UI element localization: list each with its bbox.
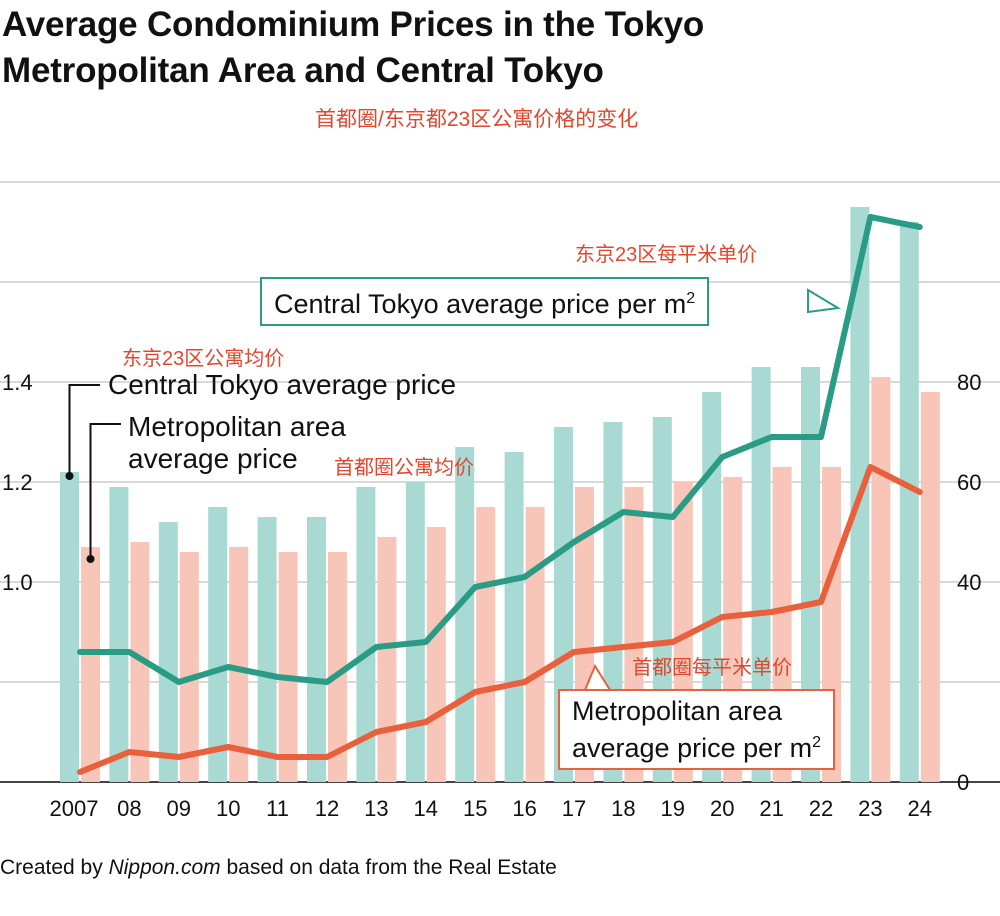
chart-subtitle: 首都圈/东京都23区公寓价格的变化 xyxy=(315,108,639,131)
x-tick-label: 08 xyxy=(117,796,141,821)
bar-central-tokyo-avg xyxy=(158,522,178,782)
label-metro-avg-line-2: average price xyxy=(128,443,298,474)
superscript-2: 2 xyxy=(812,734,822,751)
x-tick-label: 11 xyxy=(266,796,289,821)
chart-title: Average Condominium Prices in the Tokyo … xyxy=(2,2,704,94)
bar-central-tokyo-avg xyxy=(109,487,129,782)
bar-metro-avg xyxy=(476,507,496,782)
callout-pointer-central xyxy=(807,288,841,314)
source-prefix: Created by xyxy=(0,856,109,879)
leader-metro-avg xyxy=(89,423,121,559)
bar-metro-avg xyxy=(130,542,150,782)
bar-central-tokyo-avg xyxy=(751,367,771,782)
x-tick-label: 15 xyxy=(463,796,487,821)
annotation-metro-avg: 首都圈公寓均价 xyxy=(334,457,474,479)
bar-central-tokyo-avg xyxy=(455,447,475,782)
bar-metro-avg xyxy=(328,552,347,782)
leader-dot-metro-avg xyxy=(86,555,95,563)
label-metro-avg: Metropolitan area average price xyxy=(128,411,346,475)
x-tick-label: 24 xyxy=(908,796,932,821)
x-tick-label: 2007 xyxy=(50,796,99,821)
x-tick-label: 16 xyxy=(512,796,536,821)
bar-metro-avg xyxy=(229,547,249,782)
x-tick-label: 19 xyxy=(661,796,685,821)
tick-labels: 2007 08 09 10 11 12 13 14 15 16 17 18 19 20 21 22 23 241.… xyxy=(2,370,981,821)
bar-metro-avg xyxy=(525,507,545,782)
x-tick-label: 18 xyxy=(611,796,635,821)
right-y-tick-label: 80 xyxy=(957,370,981,395)
bar-metro-avg xyxy=(920,392,940,782)
right-y-tick-label: 0 xyxy=(957,770,969,795)
bar-central-tokyo-avg xyxy=(899,222,919,782)
x-tick-label: 13 xyxy=(364,796,388,821)
bar-metro-avg xyxy=(377,537,397,782)
bar-central-tokyo-avg xyxy=(257,517,277,782)
chart-title-line-1: Average Condominium Prices in the Tokyo xyxy=(2,5,705,44)
label-leaders xyxy=(65,288,841,691)
bar-central-tokyo-avg xyxy=(356,487,376,782)
source-name: Nippon.com xyxy=(108,856,221,879)
leader-central-avg xyxy=(68,384,100,476)
x-tick-label: 12 xyxy=(315,796,339,821)
bar-central-tokyo-avg xyxy=(60,472,79,782)
left-y-tick-label: 1.2 xyxy=(2,470,33,495)
superscript-2: 2 xyxy=(686,290,696,307)
source-note: Created by Nippon.com based on data from… xyxy=(0,856,557,880)
lines xyxy=(77,214,923,775)
annotation-central-per-m2: 东京23区每平米单价 xyxy=(575,244,758,266)
source-suffix: based on data from the Real Estate xyxy=(220,856,557,879)
x-tick-label: 10 xyxy=(216,796,240,821)
label-central-avg: Central Tokyo average price xyxy=(108,369,457,400)
chart-title-line-2: Metropolitan Area and Central Tokyo xyxy=(2,51,604,90)
annotation-metro-per-m2: 首都圈每平米单价 xyxy=(632,657,792,679)
right-y-tick-label: 40 xyxy=(957,570,981,595)
bar-central-tokyo-avg xyxy=(208,507,228,782)
x-tick-label: 23 xyxy=(858,796,882,821)
line-central-tokyo-per-m2 xyxy=(77,214,923,685)
callout-central-per-m2-text: Central Tokyo average price per m xyxy=(274,289,687,319)
bar-central-tokyo-avg xyxy=(504,452,524,782)
x-tick-label: 09 xyxy=(167,796,191,821)
bar-metro-avg xyxy=(871,377,891,782)
callout-metro-per-m2-line-2: average price per m xyxy=(572,733,813,763)
bar-metro-avg xyxy=(278,552,298,782)
right-y-tick-label: 60 xyxy=(957,470,981,495)
callout-metro-per-m2: Metropolitan area average price per m2 xyxy=(558,689,836,770)
leader-dot-central-avg xyxy=(65,472,74,480)
annotation-central-avg: 东京23区公寓均价 xyxy=(122,348,285,370)
label-metro-avg-line-1: Metropolitan area xyxy=(128,411,346,442)
x-tick-label: 22 xyxy=(809,796,833,821)
callout-central-per-m2: Central Tokyo average price per m2 xyxy=(260,277,710,326)
left-y-tick-label: 1.4 xyxy=(2,370,33,395)
gridlines xyxy=(0,181,1000,783)
bar-metro-avg xyxy=(179,552,199,782)
bar-central-tokyo-avg xyxy=(307,517,326,782)
x-tick-label: 17 xyxy=(562,796,586,821)
bar-central-tokyo-avg xyxy=(405,482,425,782)
line-metro-per-m2 xyxy=(77,464,923,775)
bar-metro-avg xyxy=(426,527,446,782)
left-y-tick-label: 1.0 xyxy=(2,570,33,595)
x-tick-label: 14 xyxy=(414,796,438,821)
bar-central-tokyo-avg xyxy=(702,392,722,782)
callout-metro-per-m2-line-1: Metropolitan area xyxy=(572,696,783,726)
bar-central-tokyo-avg xyxy=(801,367,820,782)
bar-metro-avg xyxy=(81,547,100,782)
x-tick-label: 21 xyxy=(759,796,783,821)
x-tick-label: 20 xyxy=(710,796,734,821)
